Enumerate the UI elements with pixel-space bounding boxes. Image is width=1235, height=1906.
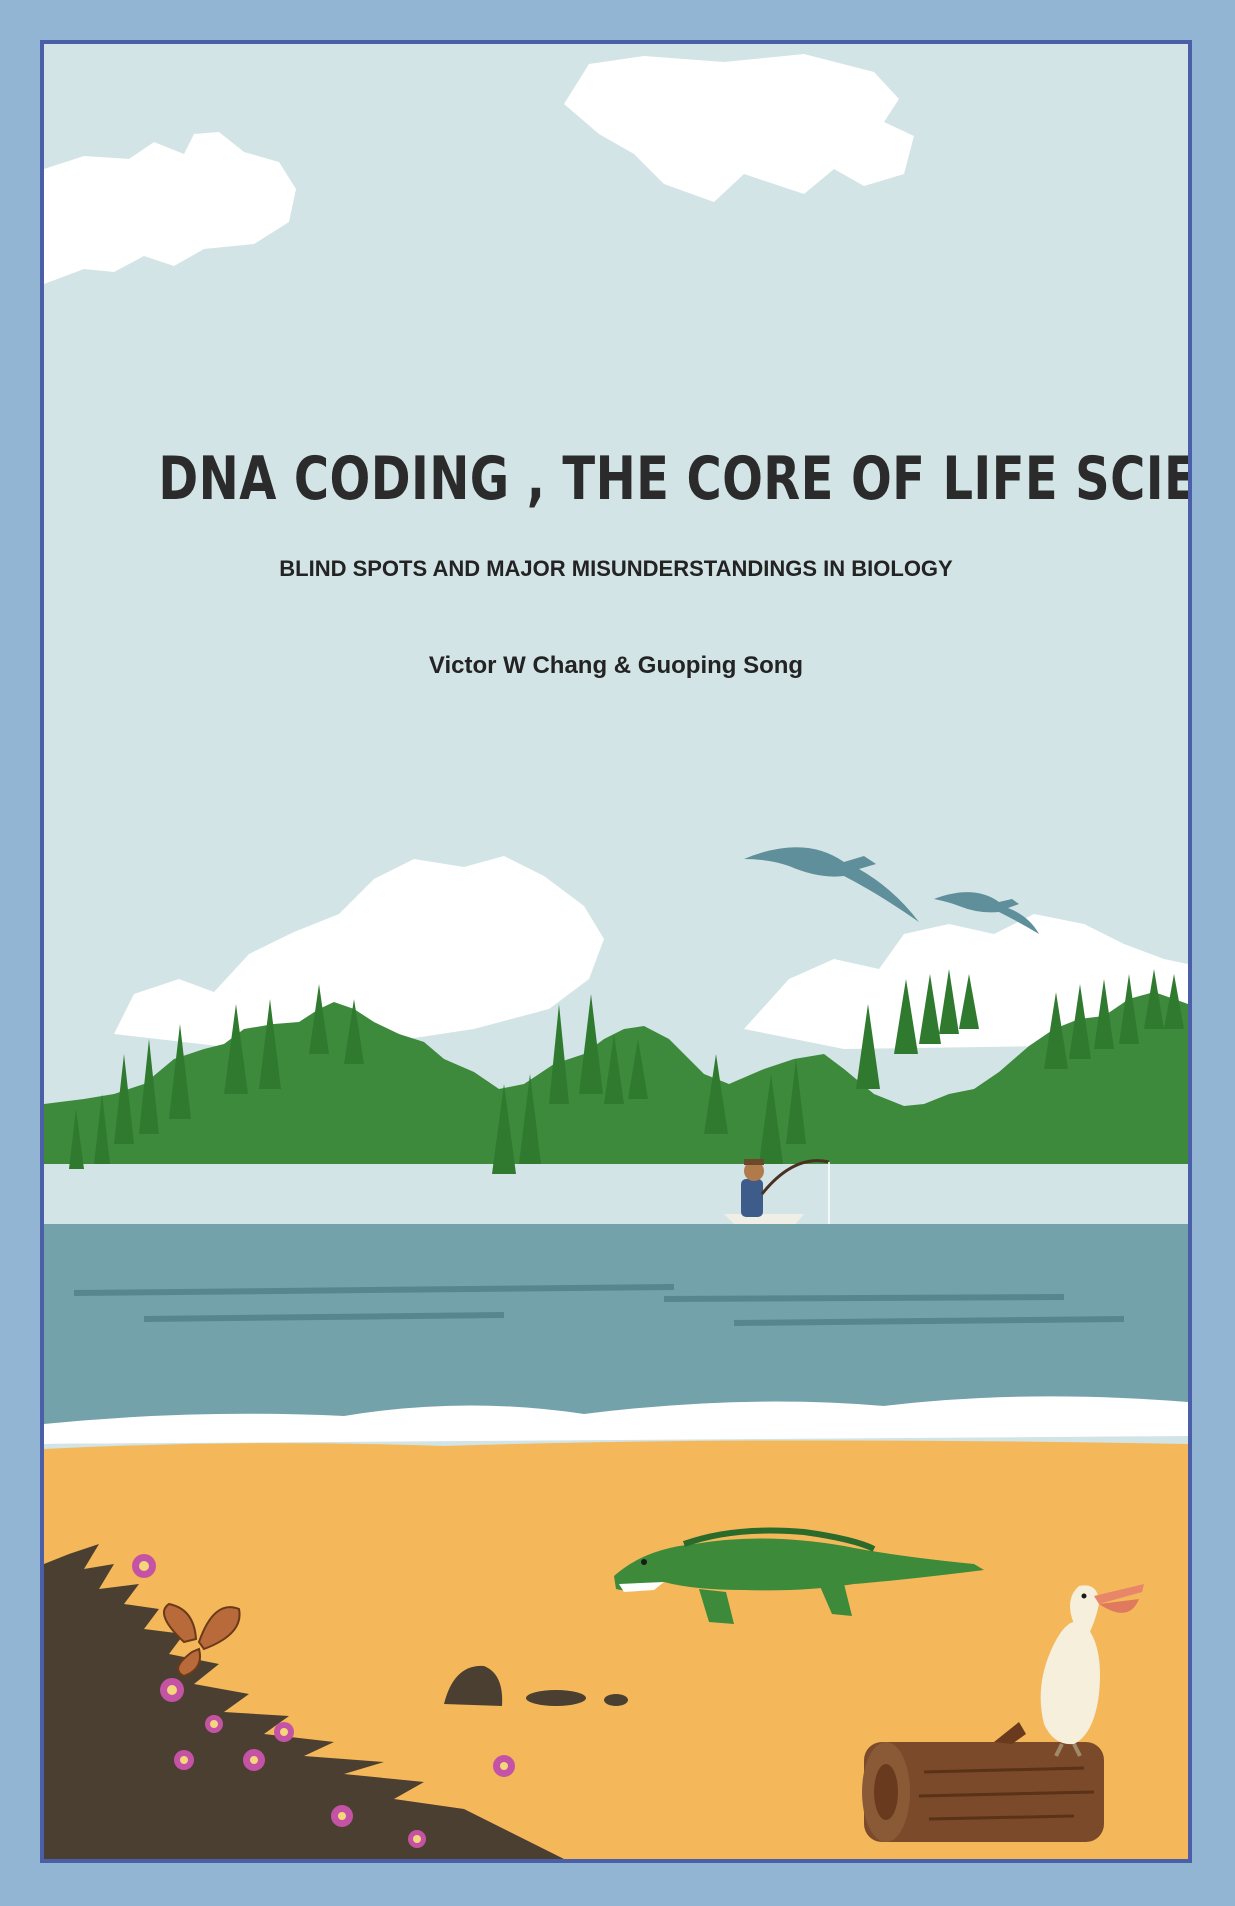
seagull-icon <box>744 847 919 922</box>
water-ripple <box>74 1284 1124 1326</box>
cover-illustration <box>44 44 1188 1859</box>
book-cover: DNA CODING , THE CORE OF LIFE SCIENCES B… <box>40 40 1192 1863</box>
flower-icon <box>132 1554 515 1848</box>
crocodile-icon <box>614 1527 984 1624</box>
surf <box>44 1396 1188 1444</box>
book-authors: Victor W Chang & Guoping Song <box>428 652 804 679</box>
pelican-icon <box>1040 1584 1144 1757</box>
butterfly-icon <box>163 1602 241 1678</box>
fisherman-boat-icon <box>724 1159 830 1226</box>
rock-icon <box>444 1665 628 1706</box>
log-icon <box>862 1722 1104 1842</box>
cloud-icon <box>564 54 914 202</box>
book-subtitle: BLIND SPOTS AND MAJOR MISUNDERSTANDINGS … <box>279 556 953 581</box>
book-title: DNA CODING , THE CORE OF LIFE SCIENCES <box>158 444 1188 514</box>
lake <box>44 1224 1188 1444</box>
pine-tree-icon <box>69 969 1184 1174</box>
cloud-icon <box>44 132 296 284</box>
seagull-icon <box>934 892 1039 934</box>
rock-shore <box>44 1544 564 1859</box>
